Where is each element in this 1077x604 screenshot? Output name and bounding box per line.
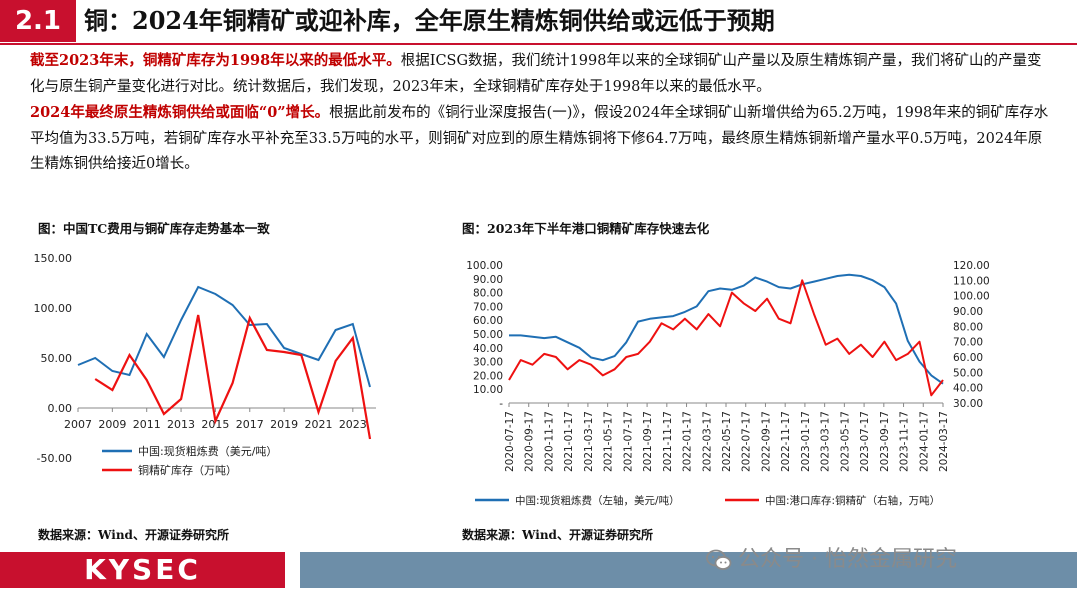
chart-2-left-ytick-2: 80.00 [473, 288, 503, 300]
chart-2-right-ytick-1: 110.00 [953, 275, 990, 287]
footer-bar [300, 552, 1077, 588]
chart-1-ytick-2: 50.00 [41, 352, 73, 365]
chart-2-xtick-4: 2021-03-17 [583, 411, 595, 472]
chart-2-right-ytick-2: 100.00 [953, 291, 990, 303]
chart-2-xtick-6: 2021-07-17 [622, 411, 634, 472]
chart-1-title: 图：中国TC费用与铜矿库存走势基本一致 [38, 221, 270, 236]
chart-1-ytick-4: -50.00 [37, 452, 72, 465]
kysec-logo: KYSEC [0, 552, 285, 588]
paragraph-2-highlight: 2024年最终原生精炼铜供给或面临“0”增长。 [30, 104, 330, 121]
chart-2-left-ytick-8: 20.00 [473, 370, 503, 382]
chart-2-xtick-15: 2023-01-17 [800, 411, 812, 472]
chart-2-xtick-8: 2021-11-17 [662, 411, 674, 472]
chart-2-xtick-13: 2022-09-17 [760, 411, 772, 472]
watermark-text: 公众号 · 怡然金属研究 [738, 547, 957, 572]
chart-2-series-1 [509, 273, 944, 385]
chart-1-xtick-6: 2019 [270, 418, 298, 431]
chart-1-source: 数据来源：Wind、开源证券研究所 [38, 528, 229, 542]
chart-2-xtick-17: 2023-05-17 [839, 411, 851, 472]
chart-1-series-1 [77, 285, 371, 388]
chart-2-left-ytick-10: - [499, 398, 503, 410]
chart-2-source: 数据来源：Wind、开源证券研究所 [462, 528, 653, 542]
chart-2-title: 图：2023年下半年港口铜精矿库存快速去化 [462, 221, 710, 236]
chart-2-xtick-7: 2021-09-17 [642, 411, 654, 472]
chart-1-ytick-1: 100.00 [34, 302, 73, 315]
chart-1-xtick-2: 2011 [133, 418, 161, 431]
chart-2-xtick-2: 2020-11-17 [543, 411, 555, 472]
chart-1-xtick-0: 2007 [64, 418, 92, 431]
chart-2-xtick-11: 2022-05-17 [721, 411, 733, 472]
chart-2-legend-label-2: 中国:港口库存:铜精矿（右轴，万吨） [765, 494, 940, 507]
slide-title: 铜：2024年铜精矿或迎补库，全年原生精炼铜供给或远低于预期 [84, 6, 775, 35]
watermark: 公众号 · 怡然金属研究 [706, 540, 957, 580]
wechat-icon [706, 549, 732, 570]
chart-2-left-ytick-7: 30.00 [473, 357, 503, 369]
chart-1: 150.00 100.00 50.00 0.00 -50.00 2007 2009 2011 2… [34, 252, 376, 477]
chart-1-xtick-3: 2013 [167, 418, 195, 431]
chart-2-xtick-10: 2022-03-17 [701, 411, 713, 472]
paragraph-1-text: 根据ICSG数据，我们统计1998年以来的全球铜矿山产量以及原生精炼铜产量，我们… [30, 53, 1042, 95]
section-number: 2.1 [0, 0, 76, 42]
chart-2-xtick-9: 2022-01-17 [682, 411, 694, 472]
chart-2-xtick-12: 2022-07-17 [741, 411, 753, 472]
chart-2-right-ytick-6: 60.00 [953, 352, 983, 364]
chart-2-left-ytick-5: 50.00 [473, 329, 503, 341]
chart-2: 100.0090.0080.0070.0060.0050.0040.0030.0… [466, 260, 990, 507]
chart-1-series-2 [94, 314, 372, 440]
chart-1-xtick-7: 2021 [304, 418, 332, 431]
chart-2-xtick-1: 2020-09-17 [524, 411, 536, 472]
chart-1-ytick-0: 150.00 [34, 252, 73, 265]
paragraph-2: 2024年最终原生精炼铜供给或面临“0”增长。根据此前发布的《铜行业深度报告(一… [30, 100, 1050, 178]
chart-2-right-ytick-5: 70.00 [953, 337, 983, 349]
chart-2-xtick-5: 2021-05-17 [603, 411, 615, 472]
chart-2-right-ytick-0: 120.00 [953, 260, 990, 272]
chart-2-right-ytick-3: 90.00 [953, 306, 983, 318]
chart-2-xtick-0: 2020-07-17 [504, 411, 516, 472]
chart-2-left-ytick-4: 60.00 [473, 315, 503, 327]
chart-2-right-ytick-4: 80.00 [953, 321, 983, 333]
chart-2-xtick-16: 2023-03-17 [820, 411, 832, 472]
chart-2-xtick-21: 2024-01-17 [918, 411, 930, 472]
chart-1-xtick-8: 2023 [339, 418, 367, 431]
chart-2-right-ytick-8: 40.00 [953, 383, 983, 395]
chart-2-left-ytick-6: 40.00 [473, 343, 503, 355]
chart-1-xtick-5: 2017 [236, 418, 264, 431]
slide-header: 2.1 铜：2024年铜精矿或迎补库，全年原生精炼铜供给或远低于预期 [0, 0, 1077, 45]
body-text: 截至2023年末，铜精矿库存为1998年以来的最低水平。根据ICSG数据，我们统… [30, 48, 1050, 178]
chart-1-legend-label-2: 铜精矿库存（万吨） [138, 463, 237, 477]
paragraph-1: 截至2023年末，铜精矿库存为1998年以来的最低水平。根据ICSG数据，我们统… [30, 48, 1050, 100]
chart-2-xtick-3: 2021-01-17 [563, 411, 575, 472]
chart-2-xtick-18: 2023-07-17 [859, 411, 871, 472]
paragraph-2-text: 根据此前发布的《铜行业深度报告(一)》，假设2024年全球铜矿山新增供给为65.… [30, 105, 1049, 172]
chart-2-xtick-14: 2022-11-17 [780, 411, 792, 472]
paragraph-1-highlight: 截至2023年末，铜精矿库存为1998年以来的最低水平。 [30, 52, 401, 69]
chart-2-legend-label-1: 中国:现货粗炼费（左轴，美元/吨） [515, 494, 680, 507]
chart-1-ytick-3: 0.00 [48, 402, 73, 415]
chart-2-right-ytick-7: 50.00 [953, 367, 983, 379]
header-divider [0, 43, 1077, 45]
chart-2-left-ytick-0: 100.00 [466, 260, 503, 272]
chart-2-left-ytick-1: 90.00 [473, 274, 503, 286]
chart-2-xtick-19: 2023-09-17 [879, 411, 891, 472]
chart-2-right-ytick-9: 30.00 [953, 398, 983, 410]
chart-2-xtick-20: 2023-11-17 [899, 411, 911, 472]
chart-1-legend-label-1: 中国:现货粗炼费（美元/吨） [138, 444, 277, 458]
chart-1-xtick-4: 2015 [201, 418, 229, 431]
chart-2-left-ytick-3: 70.00 [473, 301, 503, 313]
chart-2-left-ytick-9: 10.00 [473, 384, 503, 396]
chart-2-xtick-22: 2024-03-17 [938, 411, 950, 472]
chart-1-xtick-1: 2009 [98, 418, 126, 431]
chart-2-series-2 [508, 279, 944, 397]
